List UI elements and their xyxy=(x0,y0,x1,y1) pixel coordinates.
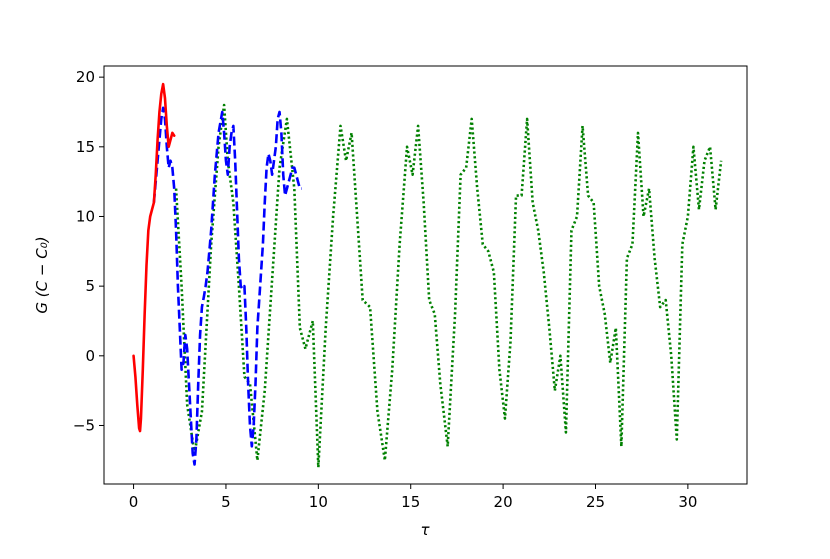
y-tick-label: 0 xyxy=(85,347,95,365)
y-tick-label: 5 xyxy=(85,277,95,295)
y-tick-label: 20 xyxy=(76,68,95,86)
x-tick-label: 25 xyxy=(586,493,605,511)
y-tick-label: 15 xyxy=(76,138,95,156)
series-layer xyxy=(132,82,723,469)
y-axis-label: G (C − C₀) xyxy=(33,236,51,313)
series-line-1 xyxy=(132,82,176,433)
x-tick-label: 10 xyxy=(309,493,328,511)
plot-frame xyxy=(103,65,748,485)
series-line-2 xyxy=(152,106,302,466)
x-tick-label: 5 xyxy=(221,493,231,511)
x-tick-label: 30 xyxy=(678,493,697,511)
x-tick-label: 0 xyxy=(129,493,139,511)
y-axis-ticks: −5 0 5 10 15 20 xyxy=(73,68,104,434)
x-tick-label: 15 xyxy=(401,493,420,511)
x-axis-ticks: 0 5 10 15 20 25 30 xyxy=(129,484,697,511)
y-tick-label: −5 xyxy=(73,416,95,434)
series-line-3 xyxy=(174,103,723,469)
x-tick-label: 20 xyxy=(494,493,513,511)
y-tick-label: 10 xyxy=(76,207,95,225)
x-axis-label: τ xyxy=(420,521,430,539)
